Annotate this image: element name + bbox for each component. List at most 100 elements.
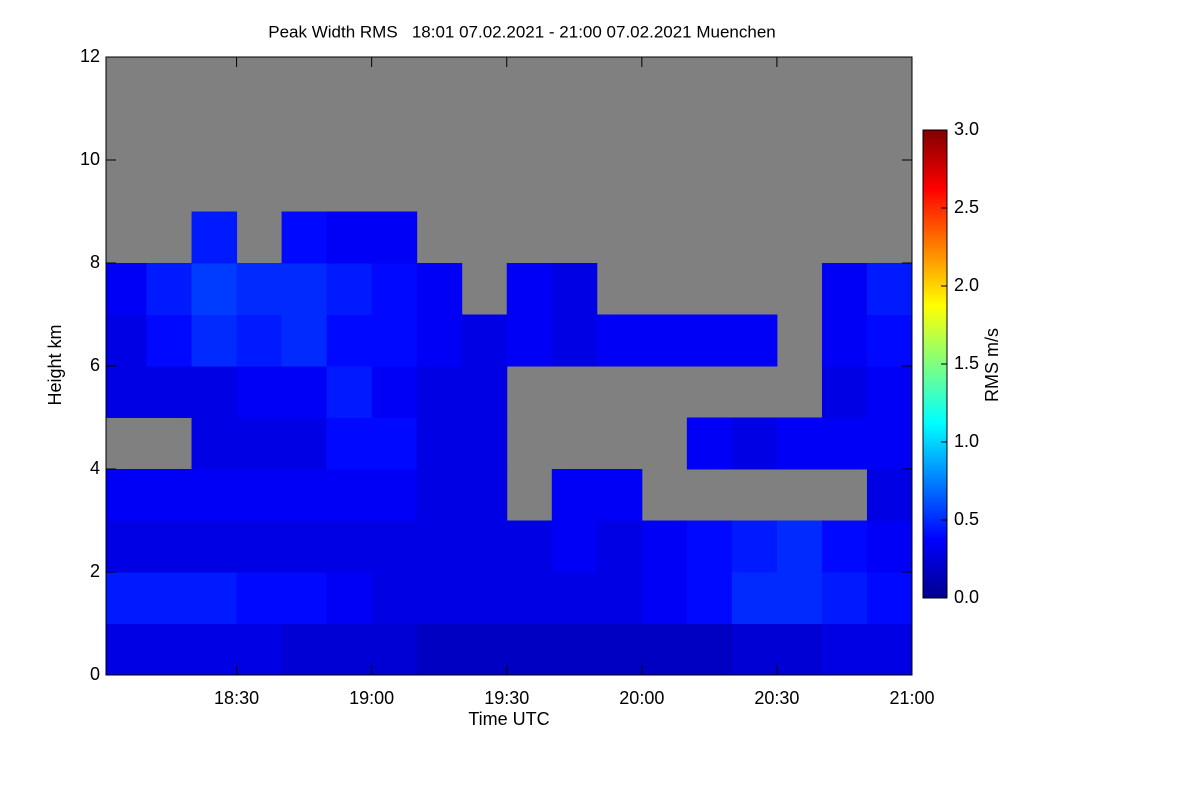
y-tick-label: 0	[90, 664, 100, 684]
heat-cell	[641, 572, 688, 624]
colorbar-title: RMS m/s	[982, 328, 1002, 402]
heat-cell	[821, 520, 868, 573]
heat-cell	[416, 520, 463, 573]
heat-cell	[506, 263, 553, 315]
y-tick-label: 6	[90, 355, 100, 375]
heat-cell	[461, 623, 508, 676]
heat-cell	[731, 520, 778, 573]
heat-cell	[416, 469, 463, 521]
heat-cell	[596, 572, 643, 624]
heat-cell	[731, 572, 778, 624]
x-tick-label: 18:30	[214, 688, 259, 708]
heat-cell	[281, 623, 328, 676]
heat-cell	[821, 314, 868, 367]
colorbar-tick-label: 0.0	[954, 587, 979, 607]
heat-cell	[281, 572, 328, 624]
heat-cell	[416, 417, 463, 470]
heat-cell	[371, 572, 418, 624]
heat-cell	[326, 469, 373, 521]
heat-cell	[146, 623, 193, 676]
heat-cell	[191, 520, 238, 573]
heat-cell	[866, 623, 913, 676]
heat-cell	[731, 623, 778, 676]
heat-cell	[551, 314, 598, 367]
heat-cell	[236, 314, 283, 367]
heat-cell	[281, 520, 328, 573]
heat-cell	[506, 572, 553, 624]
colorbar-tick-label: 1.0	[954, 431, 979, 451]
colorbar-tick-label: 2.5	[954, 197, 979, 217]
heat-cell	[371, 366, 418, 418]
y-tick-label: 2	[90, 561, 100, 581]
heat-cell	[461, 520, 508, 573]
heat-cell	[821, 417, 868, 470]
heat-cell	[281, 211, 328, 264]
heat-cell	[106, 520, 148, 573]
heat-cell	[866, 572, 913, 624]
heat-cell	[641, 314, 688, 367]
heat-cell	[551, 520, 598, 573]
heat-cell	[281, 366, 328, 418]
heat-cell	[641, 623, 688, 676]
heat-cell	[551, 623, 598, 676]
y-tick-label: 12	[80, 46, 100, 66]
heat-cell	[191, 314, 238, 367]
x-axis-title: Time UTC	[468, 709, 549, 729]
heat-cell	[326, 211, 373, 264]
heat-cell	[461, 366, 508, 418]
heat-cell	[191, 417, 238, 470]
heat-cell	[281, 314, 328, 367]
y-tick-label: 8	[90, 252, 100, 272]
heat-cell	[776, 623, 823, 676]
heat-cell	[106, 469, 148, 521]
heat-cell	[416, 623, 463, 676]
heat-cell	[776, 417, 823, 470]
heat-cell	[776, 520, 823, 573]
heat-cell	[821, 572, 868, 624]
heat-cell	[461, 469, 508, 521]
heat-cell	[866, 469, 913, 521]
heat-cell	[416, 263, 463, 315]
heat-cell	[191, 623, 238, 676]
heat-cell	[596, 623, 643, 676]
heat-cell	[281, 469, 328, 521]
heat-cell	[641, 520, 688, 573]
heat-cell	[596, 469, 643, 521]
heat-cell	[686, 520, 733, 573]
y-tick-label: 4	[90, 458, 100, 478]
heat-cell	[236, 520, 283, 573]
heat-cell	[461, 572, 508, 624]
heat-cell	[506, 314, 553, 367]
heat-cell	[236, 623, 283, 676]
heat-cell	[596, 520, 643, 573]
heat-cell	[146, 469, 193, 521]
heat-cell	[506, 520, 553, 573]
heat-cell	[371, 520, 418, 573]
heat-cell	[106, 263, 148, 315]
heat-cell	[236, 263, 283, 315]
heat-cell	[371, 469, 418, 521]
heat-cell	[326, 314, 373, 367]
heat-cell	[236, 469, 283, 521]
colorbar-tick-label: 1.5	[954, 353, 979, 373]
heat-cell	[146, 520, 193, 573]
colorbar-tick-label: 3.0	[954, 119, 979, 139]
heat-cell	[686, 417, 733, 470]
x-tick-label: 19:30	[484, 688, 529, 708]
heat-cell	[281, 417, 328, 470]
heat-cell	[106, 366, 148, 418]
heat-cell	[551, 572, 598, 624]
heat-cell	[326, 572, 373, 624]
x-tick-label: 21:00	[889, 688, 934, 708]
heat-cell	[146, 366, 193, 418]
heat-cell	[416, 572, 463, 624]
colorbar-tick-label: 0.5	[954, 509, 979, 529]
heat-cell	[776, 572, 823, 624]
heat-cell	[106, 314, 148, 367]
heat-cell	[821, 623, 868, 676]
heat-cell	[461, 417, 508, 470]
heat-cell	[686, 572, 733, 624]
heat-cell	[326, 520, 373, 573]
heat-cell	[191, 211, 238, 264]
heat-cell	[371, 263, 418, 315]
